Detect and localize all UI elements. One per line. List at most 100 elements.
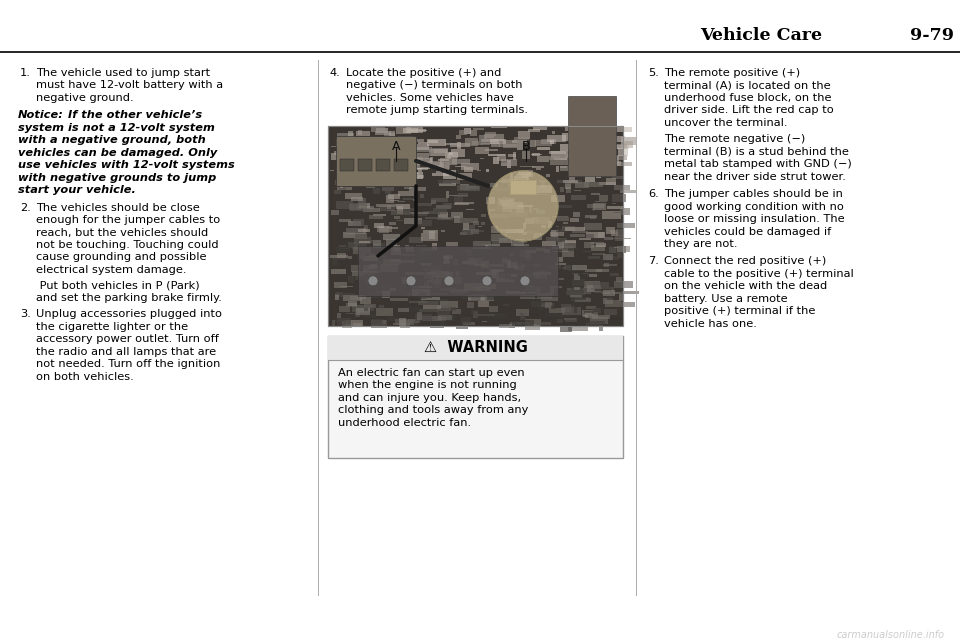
- Bar: [383, 234, 400, 240]
- Bar: [473, 128, 484, 130]
- Bar: [481, 221, 485, 225]
- Bar: [516, 322, 530, 325]
- Bar: [501, 163, 511, 166]
- Bar: [361, 295, 366, 299]
- Bar: [522, 239, 527, 243]
- Bar: [433, 209, 447, 214]
- Bar: [399, 260, 416, 263]
- Bar: [404, 218, 421, 225]
- Bar: [565, 153, 578, 158]
- Bar: [383, 259, 400, 265]
- Bar: [614, 281, 633, 288]
- Bar: [602, 211, 621, 219]
- Bar: [433, 283, 441, 288]
- Bar: [524, 313, 540, 316]
- Bar: [346, 313, 355, 315]
- Bar: [602, 138, 607, 141]
- Bar: [396, 220, 403, 221]
- Bar: [485, 134, 504, 141]
- Bar: [514, 137, 530, 140]
- Bar: [407, 129, 426, 132]
- Bar: [387, 209, 402, 211]
- Bar: [444, 277, 463, 284]
- Bar: [473, 241, 491, 249]
- Bar: [515, 266, 517, 269]
- Bar: [522, 317, 526, 318]
- Bar: [341, 150, 353, 154]
- Bar: [611, 232, 617, 236]
- Bar: [549, 151, 565, 153]
- Bar: [604, 134, 610, 138]
- Bar: [518, 205, 534, 207]
- Text: the cigarette lighter or the: the cigarette lighter or the: [36, 322, 188, 332]
- Bar: [389, 223, 396, 225]
- Bar: [476, 272, 495, 275]
- Bar: [410, 213, 429, 214]
- Bar: [470, 130, 477, 136]
- Bar: [451, 170, 456, 173]
- Bar: [444, 272, 453, 277]
- Bar: [560, 166, 571, 171]
- Bar: [523, 188, 536, 193]
- Bar: [339, 186, 347, 190]
- Text: clothing and tools away from any: clothing and tools away from any: [338, 405, 528, 415]
- Bar: [612, 195, 626, 202]
- Bar: [372, 138, 389, 143]
- Text: 3.: 3.: [20, 309, 31, 319]
- Bar: [569, 169, 581, 175]
- Bar: [399, 318, 406, 325]
- Bar: [590, 317, 608, 324]
- Bar: [447, 153, 450, 159]
- Bar: [376, 289, 391, 293]
- Text: system is not a 12-volt system: system is not a 12-volt system: [18, 123, 215, 133]
- Bar: [541, 139, 556, 144]
- Bar: [605, 263, 609, 266]
- Text: driver side. Lift the red cap to: driver side. Lift the red cap to: [664, 105, 833, 116]
- Bar: [367, 269, 385, 272]
- Text: positive (+) terminal if the: positive (+) terminal if the: [664, 306, 815, 317]
- Bar: [617, 247, 630, 252]
- Bar: [351, 272, 363, 275]
- Text: 2.: 2.: [20, 203, 31, 213]
- Bar: [509, 209, 528, 216]
- Bar: [331, 211, 340, 214]
- Bar: [572, 231, 588, 234]
- Bar: [575, 182, 588, 187]
- Bar: [502, 258, 507, 263]
- Bar: [401, 208, 418, 211]
- Bar: [363, 159, 366, 165]
- Bar: [398, 200, 405, 202]
- Bar: [405, 272, 424, 275]
- Bar: [547, 135, 565, 143]
- Bar: [344, 232, 355, 238]
- Bar: [521, 174, 528, 181]
- Bar: [550, 157, 568, 165]
- Bar: [437, 252, 450, 257]
- Bar: [592, 204, 595, 211]
- Bar: [459, 193, 468, 198]
- Bar: [548, 221, 552, 229]
- Bar: [399, 150, 405, 157]
- Bar: [606, 317, 624, 320]
- Bar: [529, 207, 532, 213]
- Bar: [589, 273, 597, 277]
- Bar: [385, 191, 392, 194]
- Bar: [408, 130, 427, 132]
- Bar: [556, 166, 559, 172]
- Bar: [554, 250, 569, 252]
- Bar: [545, 173, 550, 177]
- Bar: [429, 293, 448, 295]
- Bar: [335, 293, 354, 295]
- Bar: [469, 258, 475, 261]
- Bar: [333, 258, 347, 261]
- Bar: [355, 243, 367, 249]
- Text: enough for the jumper cables to: enough for the jumper cables to: [36, 215, 220, 225]
- Bar: [603, 264, 617, 266]
- Bar: [576, 154, 593, 156]
- Text: vehicles. Some vehicles have: vehicles. Some vehicles have: [346, 93, 514, 103]
- Bar: [585, 286, 591, 294]
- Bar: [460, 232, 468, 235]
- Bar: [392, 139, 404, 146]
- Bar: [411, 160, 420, 167]
- Bar: [490, 209, 495, 211]
